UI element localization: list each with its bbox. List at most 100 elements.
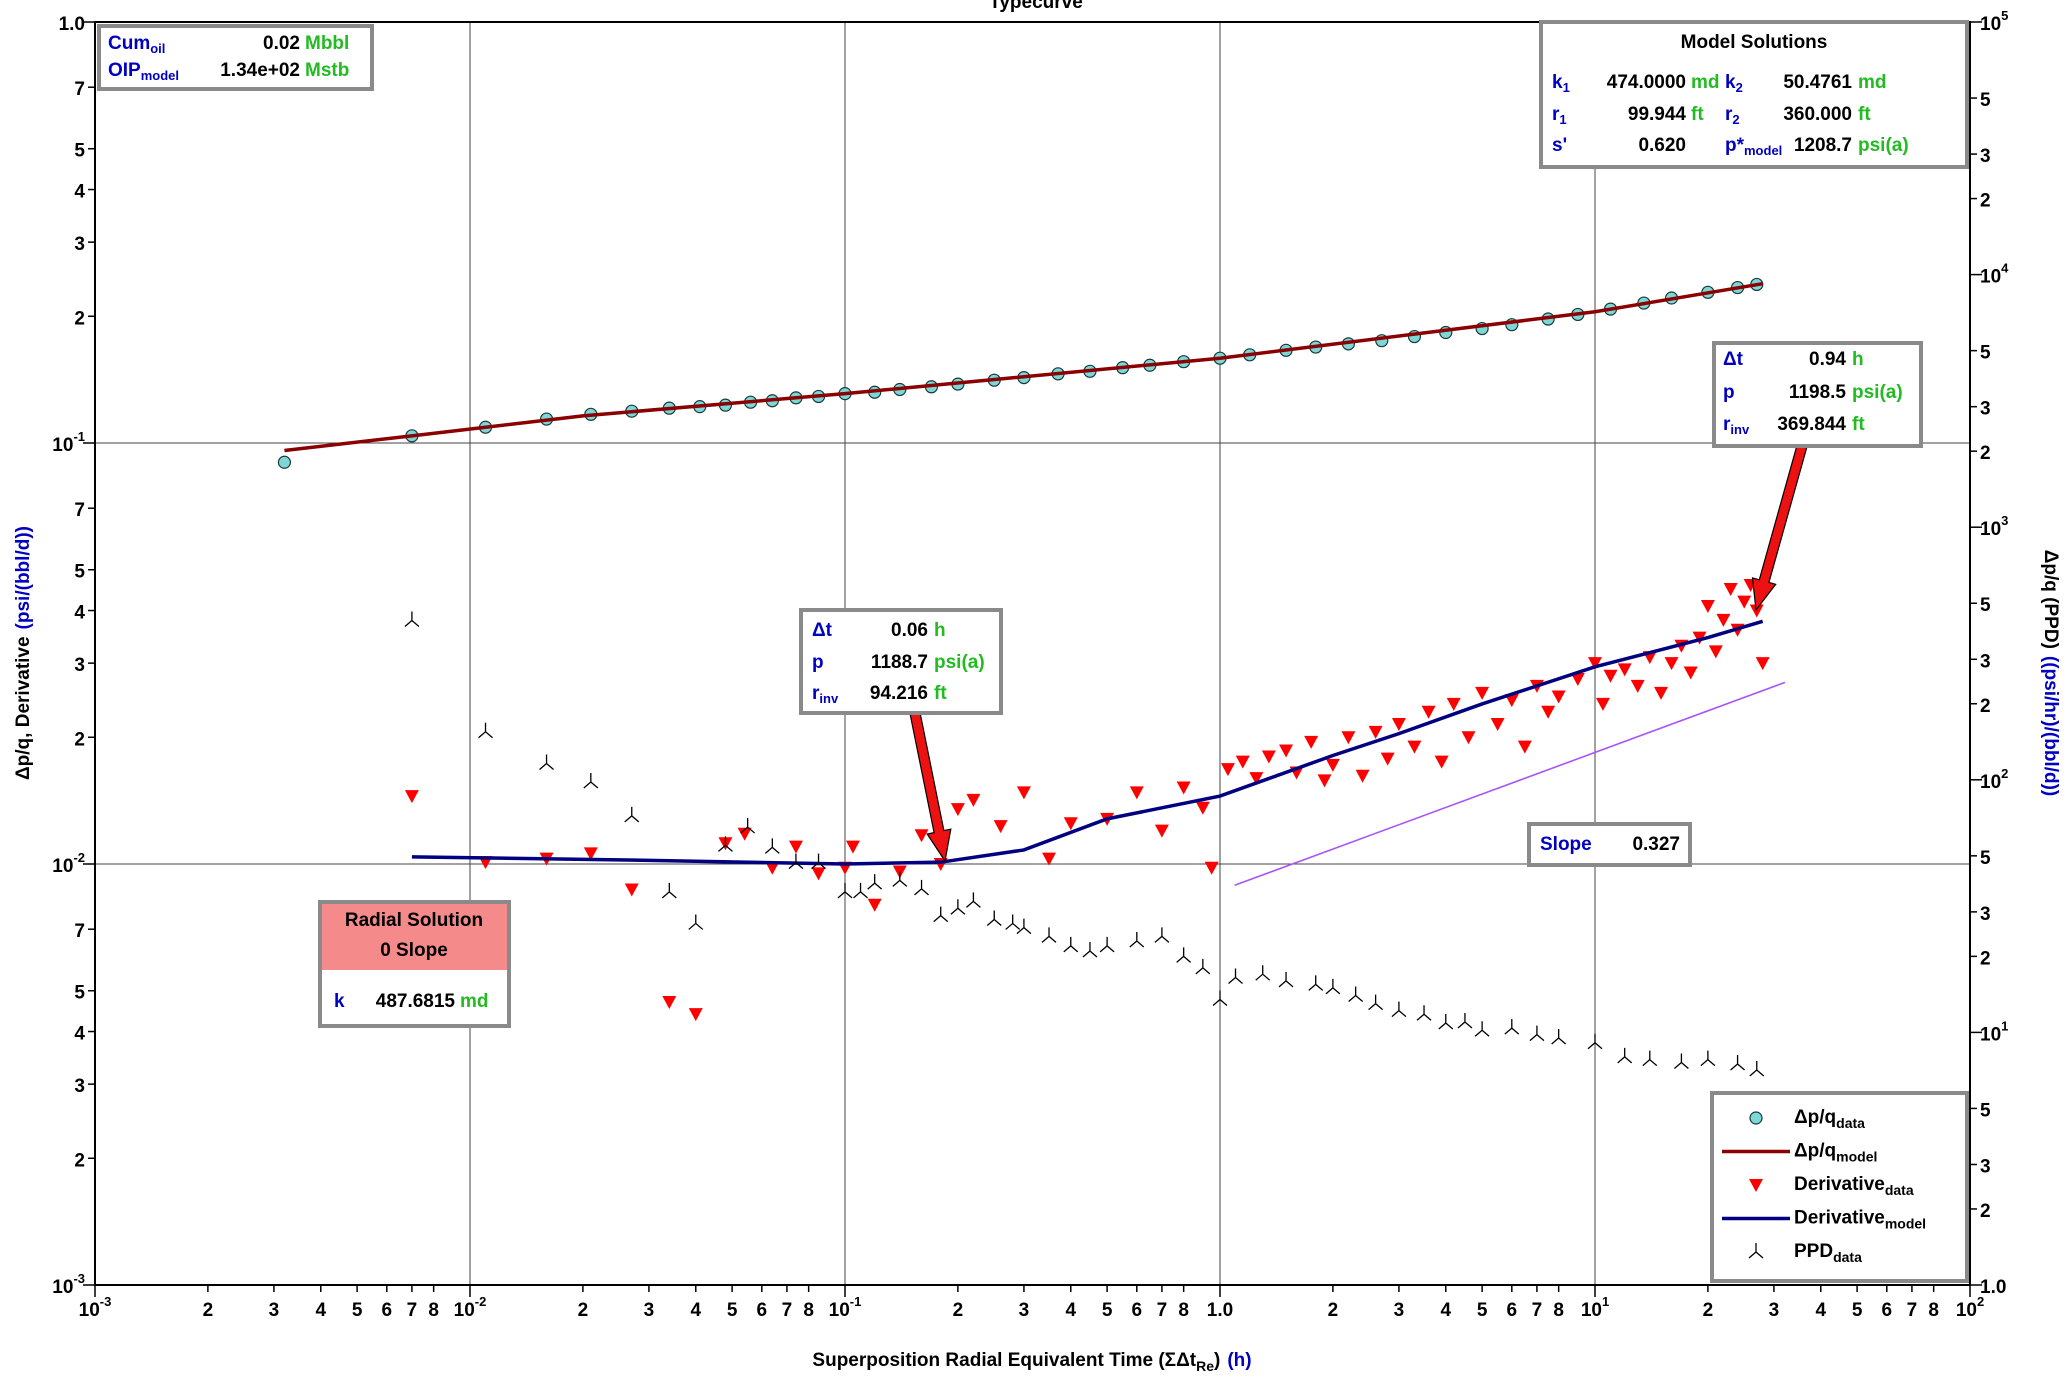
x-tick-label-text: 10 xyxy=(829,1300,850,1321)
data-point xyxy=(966,793,981,807)
data-point xyxy=(1279,744,1294,758)
y2-tick-label: 5 xyxy=(1980,1100,1991,1121)
data-point xyxy=(933,906,949,923)
y-tick-label-text: 7 xyxy=(74,921,85,942)
annotation-label-text: r xyxy=(1725,104,1733,125)
x-tick-label: 4 xyxy=(1065,1300,1076,1321)
x-tick-label: 7 xyxy=(407,1300,418,1321)
x-tick-label: 1.0 xyxy=(1207,1300,1233,1321)
x-tick-label-text: 2 xyxy=(1703,1300,1714,1321)
x-tick-label-exponent: 1 xyxy=(1602,1294,1609,1309)
radial-solution-subtitle: 0 Slope xyxy=(380,940,448,961)
data-point xyxy=(1325,978,1341,995)
data-point xyxy=(1204,861,1219,875)
data-point xyxy=(1595,697,1610,711)
annotation-unit: md xyxy=(1858,72,1887,93)
y2-tick-label-text: 3 xyxy=(1980,146,1991,167)
y2-tick-label-exponent: 4 xyxy=(2001,261,2009,276)
y-tick-label-text: 7 xyxy=(74,500,85,521)
x-tick-label: 2 xyxy=(1703,1300,1714,1321)
legend-label: Derivativemodel xyxy=(1794,1208,1926,1232)
legend-sub: data xyxy=(1885,1182,1914,1198)
data-point xyxy=(1587,1033,1603,1050)
data-point xyxy=(1348,986,1364,1002)
data-point xyxy=(892,871,908,887)
y2-tick-label: 2 xyxy=(1980,948,1991,969)
data-point xyxy=(1082,942,1098,958)
data-point xyxy=(1755,657,1770,671)
data-point xyxy=(1249,772,1264,786)
annotation-label-text: p* xyxy=(1725,135,1745,156)
data-point xyxy=(914,879,929,896)
x-tick-label: 5 xyxy=(727,1300,738,1321)
y-tick-label-exponent: -3 xyxy=(73,1271,85,1286)
x-tick-label-text: 3 xyxy=(269,1300,280,1321)
x-tick-label-text: 2 xyxy=(203,1300,214,1321)
x-tick-label-text: 5 xyxy=(727,1300,738,1321)
data-point xyxy=(1517,740,1532,754)
y2-tick-label-text: 10 xyxy=(1980,772,2001,793)
data-point xyxy=(1235,755,1250,769)
annotation-label: Δt xyxy=(812,620,833,641)
y-tick-label: 3 xyxy=(74,655,85,676)
annotation-label: s' xyxy=(1552,135,1567,156)
data-point xyxy=(1642,1050,1658,1067)
data-point xyxy=(1475,686,1490,700)
annotation-label: p*model xyxy=(1725,135,1782,158)
x-tick-label-text: 10 xyxy=(1956,1300,1977,1321)
annotation-label: Slope xyxy=(1540,834,1592,855)
data-point xyxy=(404,611,420,628)
data-point xyxy=(624,883,639,897)
annotation-label-text: k xyxy=(1725,72,1736,93)
model-solutions-title: Model Solutions xyxy=(1681,32,1828,53)
data-point xyxy=(1129,786,1144,800)
data-point xyxy=(1016,786,1031,800)
annotation-label-text: r xyxy=(1552,104,1560,125)
y-tick-label: 5 xyxy=(74,141,85,162)
data-point xyxy=(1749,604,1764,618)
annotation-label-sub: inv xyxy=(1730,422,1750,437)
x-tick-label: 6 xyxy=(1882,1300,1893,1321)
data-point xyxy=(1603,669,1618,683)
y2-tick-label: 3 xyxy=(1980,1156,1991,1177)
data-point xyxy=(1474,1021,1490,1037)
x-tick-label: 3 xyxy=(1019,1300,1030,1321)
annotation-value: 360.000 xyxy=(1783,104,1852,125)
data-point xyxy=(1570,673,1585,687)
data-point xyxy=(1716,613,1731,627)
y2-tick-label: 103 xyxy=(1980,514,2008,541)
y2-tick-label-exponent: 5 xyxy=(2001,8,2008,23)
data-point xyxy=(1212,990,1228,1006)
x-tick-label: 6 xyxy=(382,1300,393,1321)
data-point xyxy=(1176,781,1191,795)
slope-box xyxy=(1527,822,1692,867)
y2-tick-label: 102 xyxy=(1980,766,2008,793)
x-tick-label: 8 xyxy=(1178,1300,1189,1321)
data-point xyxy=(404,790,419,804)
legend-label: Δp/qdata xyxy=(1794,1107,1865,1131)
x-tick-label: 3 xyxy=(269,1300,280,1321)
x-tick-label-text: 3 xyxy=(644,1300,655,1321)
data-point xyxy=(1461,731,1476,745)
y2-tick-label-text: 10 xyxy=(1980,519,2001,540)
x-tick-label-exponent: -2 xyxy=(475,1294,487,1309)
x-axis-label: Superposition Radial Equivalent Time (ΣΔ… xyxy=(812,1350,1251,1374)
y-tick-label-text: 4 xyxy=(74,182,85,203)
y-tick-label-text: 1.0 xyxy=(59,14,85,35)
data-point xyxy=(1220,763,1235,777)
y-tick-label: 3 xyxy=(74,234,85,255)
slope-line xyxy=(1234,681,1786,887)
annotation-value: 0.327 xyxy=(1632,834,1680,855)
y2-tick-label: 5 xyxy=(1980,90,1991,111)
x-tick-label-text: 4 xyxy=(690,1300,701,1321)
data-point xyxy=(277,455,292,469)
data-point xyxy=(1708,645,1723,659)
annotation-label: r1 xyxy=(1552,104,1567,127)
data-point xyxy=(539,754,554,771)
x-tick-label-text: 4 xyxy=(1815,1300,1826,1321)
x-tick-label: 4 xyxy=(1815,1300,1826,1321)
y-tick-label: 10-1 xyxy=(52,429,85,456)
data-point xyxy=(867,874,883,890)
data-point xyxy=(1504,1019,1520,1035)
